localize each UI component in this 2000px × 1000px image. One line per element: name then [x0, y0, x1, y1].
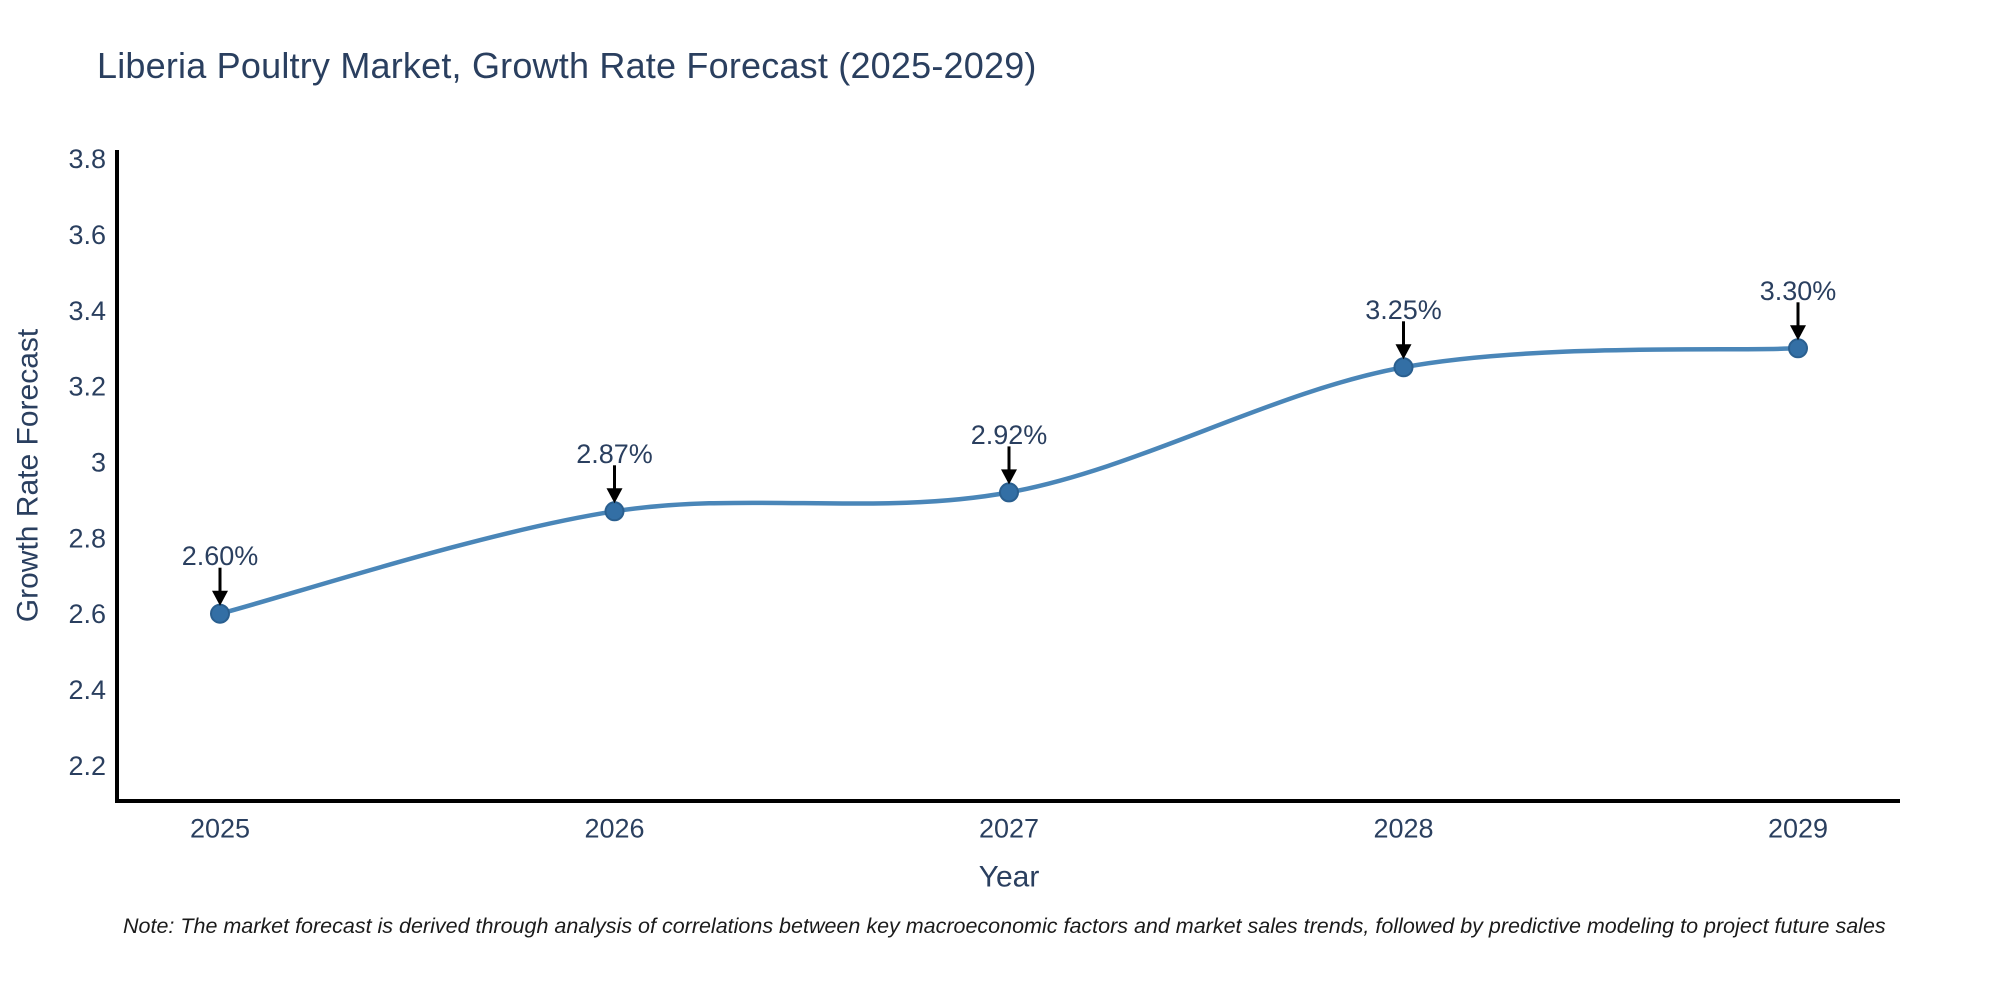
x-tick-label: 2026: [584, 813, 644, 843]
y-tick-label: 3.8: [68, 144, 106, 174]
y-tick-label: 3.4: [68, 296, 106, 326]
footnote: Note: The market forecast is derived thr…: [123, 914, 1886, 938]
x-tick-label: 2028: [1373, 813, 1433, 843]
y-tick-label: 3.2: [68, 372, 106, 402]
y-axis-title: Growth Rate Forecast: [12, 328, 45, 622]
annotation-arrowhead: [1395, 344, 1412, 360]
annotation-label: 3.25%: [1365, 295, 1442, 325]
annotation-label: 2.92%: [971, 420, 1048, 450]
y-tick-label: 2.2: [68, 751, 106, 781]
y-tick-label: 3.6: [68, 220, 106, 250]
y-axis-line: [115, 150, 119, 803]
annotation-label: 3.30%: [1760, 276, 1837, 306]
x-axis-line: [115, 799, 1900, 803]
x-tick-label: 2025: [190, 813, 250, 843]
x-tick-label: 2027: [979, 813, 1039, 843]
y-tick-label: 2.4: [68, 675, 106, 705]
data-point-marker: [1788, 338, 1808, 359]
annotation-label: 2.87%: [576, 439, 653, 469]
x-axis-title: Year: [979, 861, 1040, 894]
data-point-marker: [210, 603, 230, 624]
y-tick-label: 2.6: [68, 599, 106, 629]
data-point-marker: [999, 482, 1019, 503]
data-point-marker: [604, 501, 625, 522]
chart-title: Liberia Poultry Market, Growth Rate Fore…: [97, 45, 1037, 86]
y-tick-label: 3: [91, 447, 106, 477]
x-tick-label: 2029: [1768, 813, 1828, 843]
annotation-arrowhead: [1001, 469, 1017, 485]
annotation-arrowhead: [1790, 325, 1806, 341]
annotation-label: 2.60%: [182, 541, 259, 571]
annotation-arrowhead: [212, 590, 228, 606]
y-tick-label: 2.8: [68, 523, 106, 553]
data-point-marker: [1393, 357, 1414, 378]
annotation-arrowhead: [606, 488, 623, 504]
